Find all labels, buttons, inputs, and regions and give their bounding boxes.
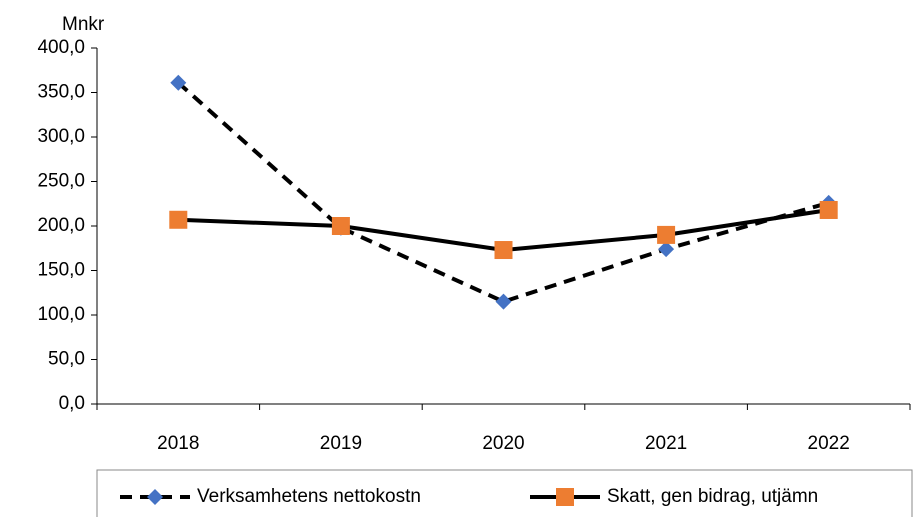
legend-box bbox=[96, 469, 913, 517]
y-tick-label: 200,0 bbox=[37, 215, 85, 236]
x-tick-label: 2022 bbox=[808, 433, 850, 454]
y-tick-label: 250,0 bbox=[37, 171, 85, 192]
y-tick-label: 350,0 bbox=[37, 82, 85, 103]
legend-marker bbox=[556, 488, 574, 506]
y-tick-label: 300,0 bbox=[37, 126, 85, 147]
data-point bbox=[657, 225, 676, 244]
data-point bbox=[495, 293, 512, 310]
data-point bbox=[494, 241, 513, 260]
data-point bbox=[170, 74, 187, 91]
y-tick-label: 50,0 bbox=[48, 349, 85, 370]
data-point bbox=[169, 210, 188, 229]
data-point bbox=[331, 217, 350, 235]
y-tick-label: 0,0 bbox=[59, 393, 85, 414]
y-tick-label: 150,0 bbox=[37, 260, 85, 281]
data-point bbox=[658, 241, 675, 258]
legend-marker bbox=[147, 489, 163, 505]
y-tick-label: 100,0 bbox=[37, 304, 85, 325]
x-tick-label: 2020 bbox=[482, 433, 524, 454]
series-line bbox=[176, 81, 830, 304]
x-tick-label: 2019 bbox=[320, 433, 362, 454]
legend-label: Verksamhetens nettokostn bbox=[197, 486, 421, 507]
y-axis-label: Mnkr bbox=[62, 14, 105, 35]
x-tick-label: 2018 bbox=[157, 433, 199, 454]
y-tick-label: 400,0 bbox=[37, 37, 85, 58]
legend-label: Skatt, gen bidrag, utjämn bbox=[607, 486, 818, 507]
data-point bbox=[819, 200, 838, 219]
x-tick-label: 2021 bbox=[645, 433, 687, 454]
